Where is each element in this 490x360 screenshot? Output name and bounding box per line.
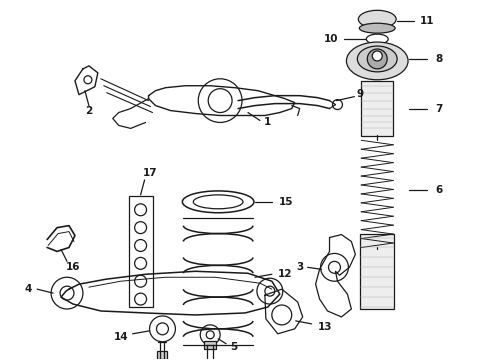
Text: 14: 14	[113, 332, 128, 342]
Bar	[129, 196, 152, 307]
Text: 17: 17	[143, 168, 158, 178]
Bar	[204, 341, 216, 349]
Ellipse shape	[359, 23, 395, 33]
Text: 13: 13	[318, 322, 333, 332]
Ellipse shape	[358, 10, 396, 28]
Text: 9: 9	[357, 89, 364, 99]
Text: 3: 3	[296, 262, 303, 272]
Text: 15: 15	[278, 197, 293, 207]
Ellipse shape	[346, 42, 408, 80]
Text: 10: 10	[324, 34, 339, 44]
Circle shape	[368, 49, 387, 69]
Text: 6: 6	[435, 185, 442, 195]
Text: 16: 16	[66, 262, 80, 272]
Text: 5: 5	[230, 342, 238, 352]
Text: 11: 11	[420, 16, 434, 26]
Ellipse shape	[357, 46, 397, 72]
Bar	[157, 351, 168, 359]
Circle shape	[372, 51, 382, 61]
Bar	[360, 234, 394, 309]
Text: 8: 8	[435, 54, 442, 64]
Text: 2: 2	[85, 105, 93, 116]
Bar	[361, 81, 393, 136]
Text: 1: 1	[264, 117, 271, 127]
Text: 7: 7	[435, 104, 442, 113]
Text: 12: 12	[277, 269, 292, 279]
Text: 4: 4	[24, 284, 32, 294]
